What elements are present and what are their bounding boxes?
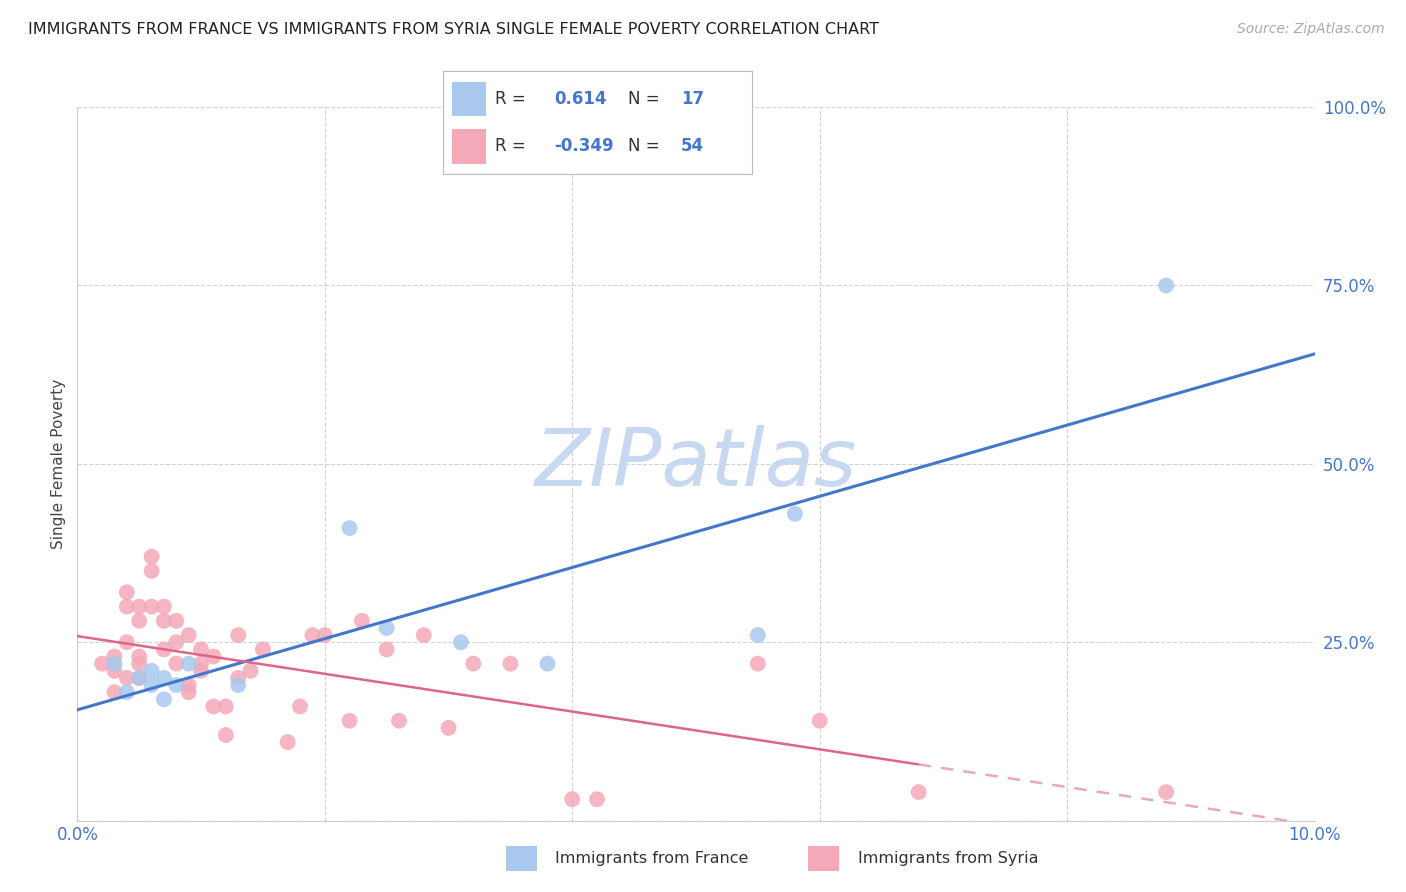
Point	[226, 678, 249, 692]
Point	[226, 628, 249, 642]
Point	[103, 685, 125, 699]
Point	[128, 671, 150, 685]
Point	[128, 649, 150, 664]
Point	[375, 621, 398, 635]
Text: R =: R =	[495, 90, 531, 108]
Point	[301, 628, 323, 642]
Point	[747, 628, 769, 642]
Point	[783, 507, 806, 521]
Point	[747, 657, 769, 671]
Point	[103, 664, 125, 678]
Bar	[453, 81, 486, 117]
Point	[103, 649, 125, 664]
Text: R =: R =	[495, 137, 531, 155]
Point	[115, 671, 138, 685]
Point	[165, 635, 187, 649]
Text: IMMIGRANTS FROM FRANCE VS IMMIGRANTS FROM SYRIA SINGLE FEMALE POVERTY CORRELATIO: IMMIGRANTS FROM FRANCE VS IMMIGRANTS FRO…	[28, 22, 879, 37]
Point	[561, 792, 583, 806]
Point	[808, 714, 831, 728]
Point	[375, 642, 398, 657]
Point	[91, 657, 114, 671]
Point	[350, 614, 373, 628]
Point	[177, 685, 200, 699]
Point	[202, 649, 225, 664]
Point	[907, 785, 929, 799]
Point	[499, 657, 522, 671]
Point	[128, 599, 150, 614]
Point	[239, 664, 262, 678]
Point	[153, 642, 176, 657]
Point	[1154, 278, 1177, 293]
Point	[314, 628, 336, 642]
Text: -0.349: -0.349	[554, 137, 614, 155]
Point	[128, 614, 150, 628]
Point	[177, 628, 200, 642]
Point	[177, 657, 200, 671]
Point	[339, 714, 361, 728]
Point	[141, 564, 163, 578]
Point	[141, 549, 163, 564]
Point	[141, 599, 163, 614]
Point	[586, 792, 609, 806]
Point	[141, 678, 163, 692]
Point	[277, 735, 299, 749]
Point	[153, 671, 176, 685]
Point	[215, 728, 238, 742]
Point	[412, 628, 434, 642]
Point	[388, 714, 411, 728]
Point	[190, 642, 212, 657]
Point	[141, 664, 163, 678]
Point	[115, 635, 138, 649]
Text: Source: ZipAtlas.com: Source: ZipAtlas.com	[1237, 22, 1385, 37]
Text: 0.614: 0.614	[554, 90, 607, 108]
Point	[252, 642, 274, 657]
Point	[153, 599, 176, 614]
Point	[536, 657, 558, 671]
Point	[463, 657, 485, 671]
Text: N =: N =	[628, 137, 665, 155]
Y-axis label: Single Female Poverty: Single Female Poverty	[51, 379, 66, 549]
Point	[1154, 785, 1177, 799]
Point	[177, 678, 200, 692]
Point	[103, 657, 125, 671]
Text: 17: 17	[681, 90, 704, 108]
Point	[115, 585, 138, 599]
Point	[165, 678, 187, 692]
Text: 54: 54	[681, 137, 704, 155]
Point	[450, 635, 472, 649]
Point	[153, 614, 176, 628]
Point	[437, 721, 460, 735]
Point	[202, 699, 225, 714]
Point	[153, 692, 176, 706]
Point	[288, 699, 311, 714]
Text: ZIPatlas: ZIPatlas	[534, 425, 858, 503]
Point	[115, 685, 138, 699]
Text: Immigrants from France: Immigrants from France	[555, 851, 749, 865]
Point	[190, 664, 212, 678]
Point	[128, 671, 150, 685]
Point	[339, 521, 361, 535]
Text: Immigrants from Syria: Immigrants from Syria	[858, 851, 1038, 865]
Point	[165, 614, 187, 628]
Point	[115, 599, 138, 614]
Point	[226, 671, 249, 685]
Bar	[453, 128, 486, 163]
Point	[165, 657, 187, 671]
Point	[215, 699, 238, 714]
Point	[190, 657, 212, 671]
Text: N =: N =	[628, 90, 665, 108]
Point	[128, 657, 150, 671]
